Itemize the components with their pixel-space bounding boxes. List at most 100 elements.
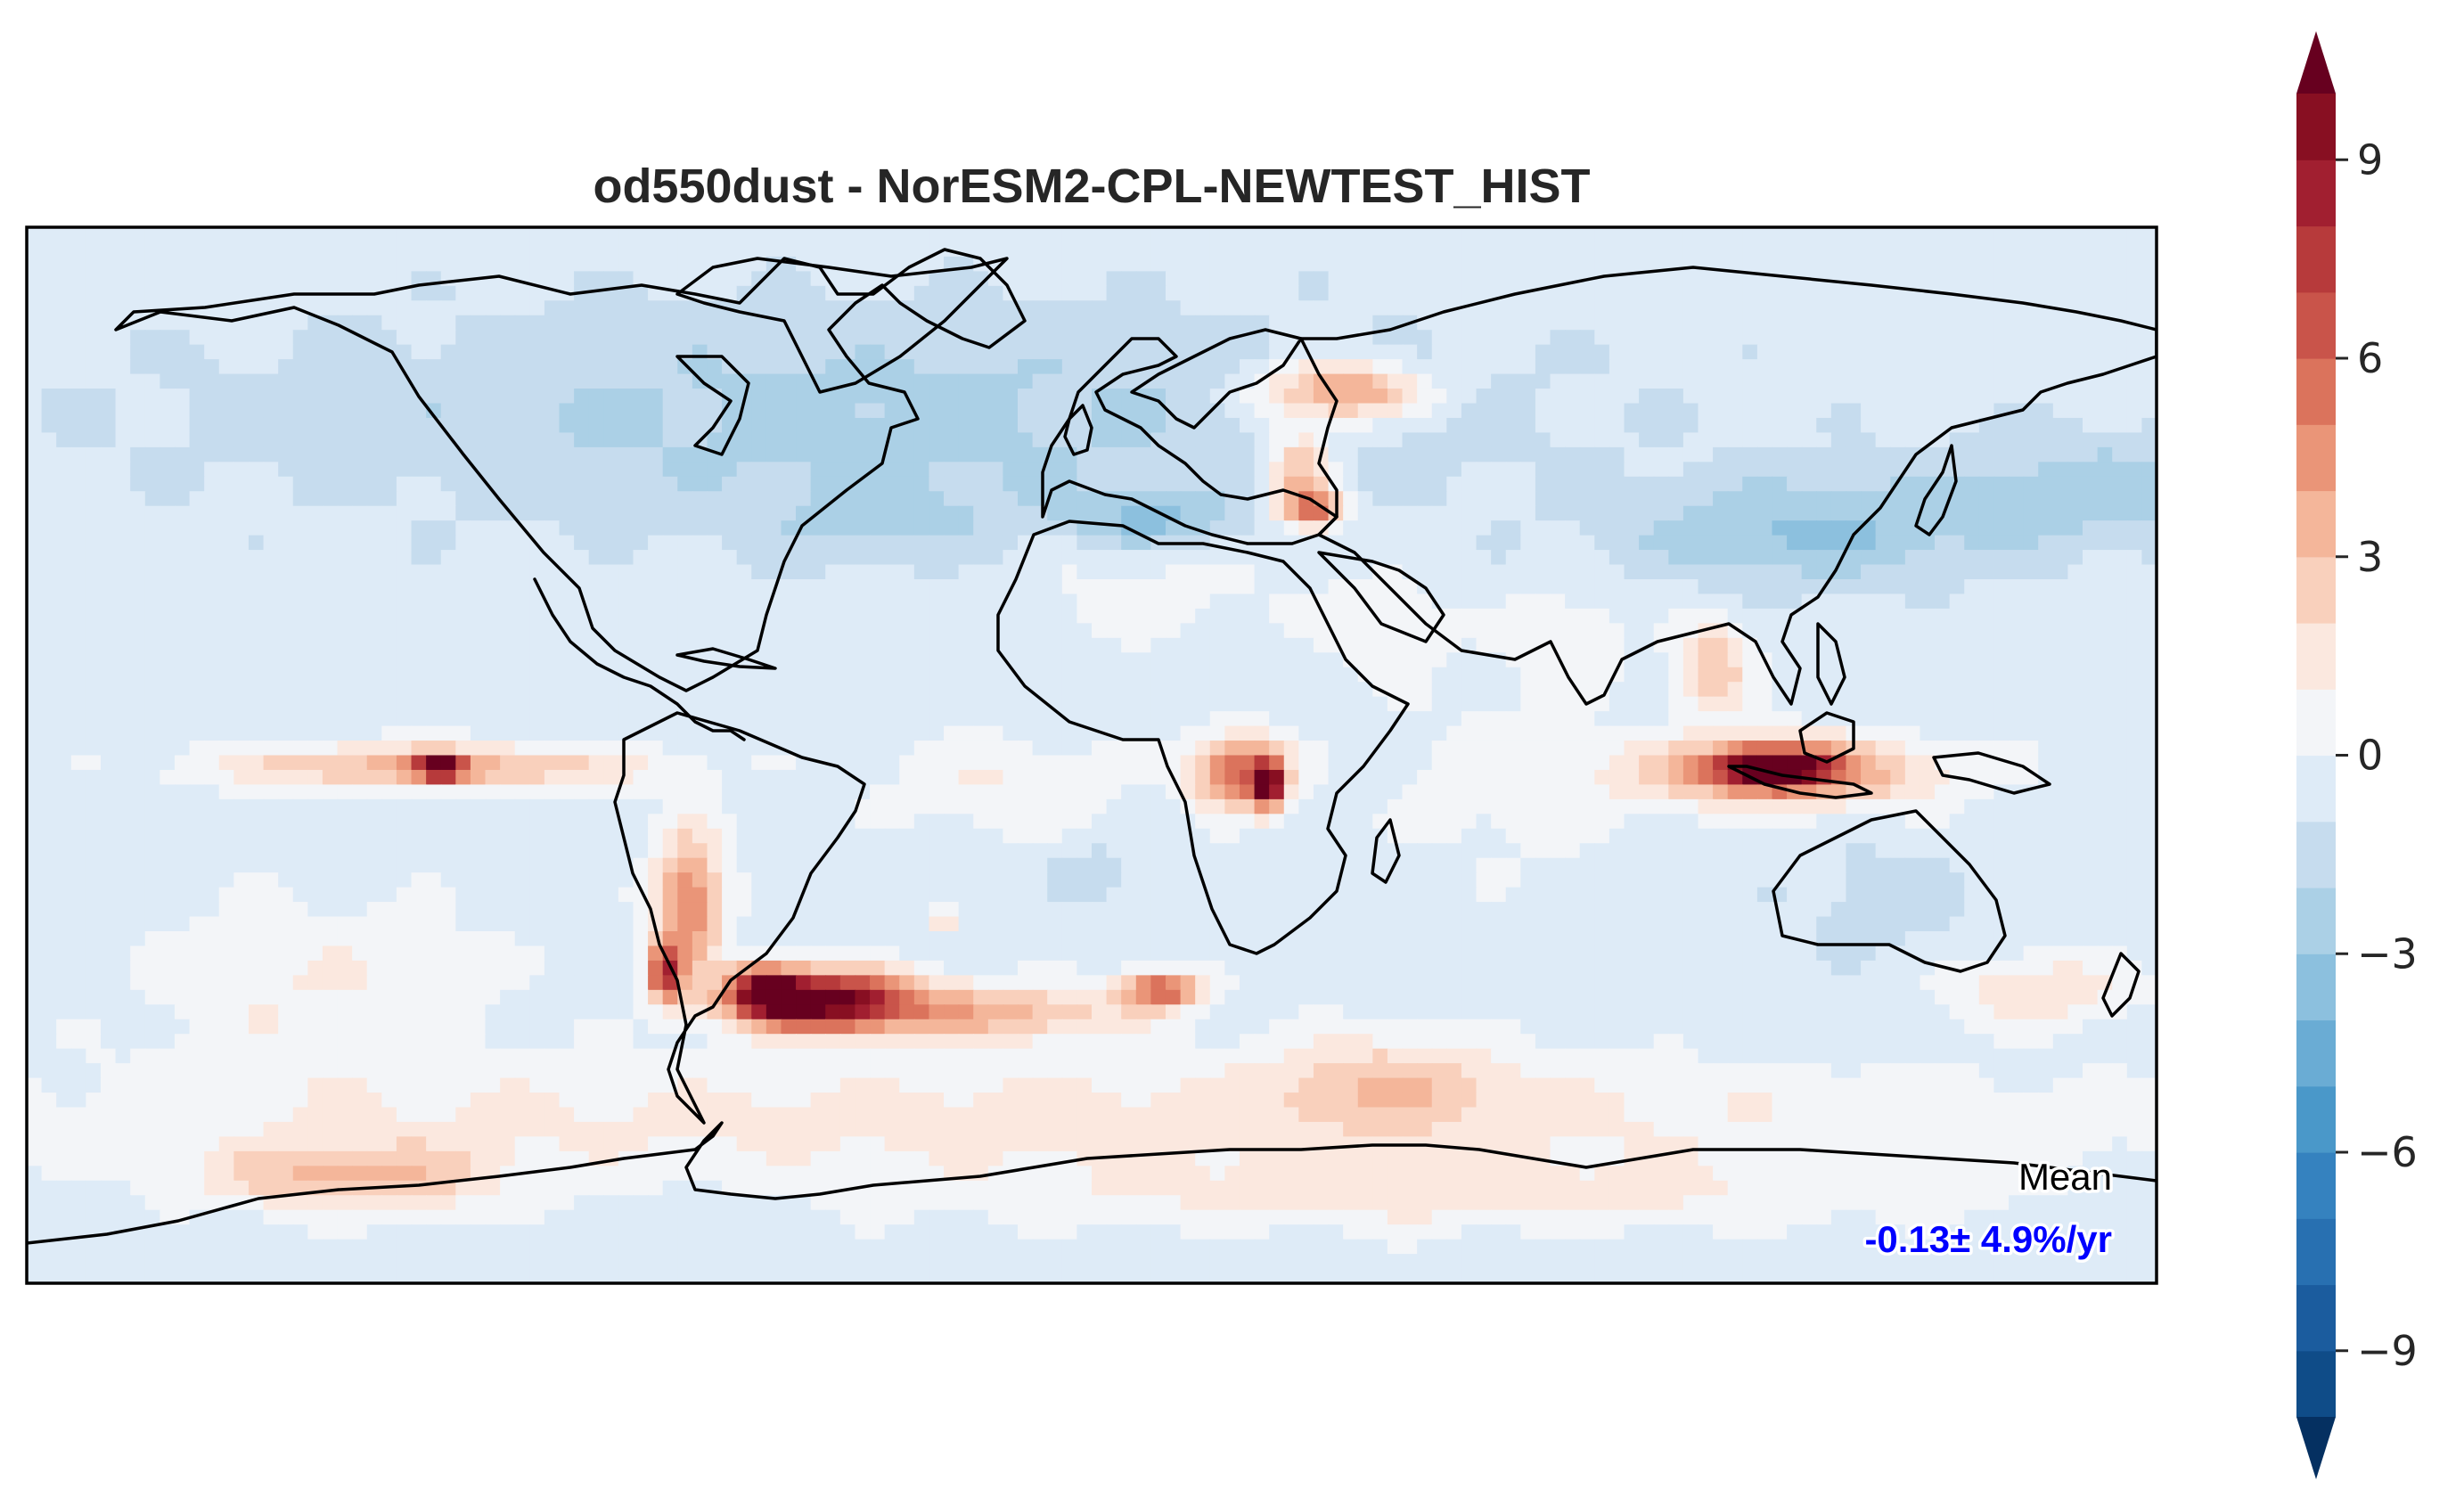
field-cell: [86, 593, 102, 610]
field-cell: [1476, 579, 1492, 595]
field-cell: [1756, 373, 1773, 389]
field-cell: [1387, 608, 1404, 625]
field-cell: [1830, 623, 1847, 639]
field-cell: [455, 593, 471, 610]
field-cell: [751, 446, 767, 463]
field-cell: [278, 359, 294, 375]
field-cell: [1846, 652, 1862, 668]
field-cell: [1092, 579, 1108, 595]
field-cell: [1372, 593, 1388, 610]
field-cell: [100, 285, 117, 302]
field-cell: [1861, 330, 1877, 346]
field-cell: [41, 505, 57, 521]
field-cell: [411, 550, 427, 566]
field-cell: [1682, 300, 1699, 316]
field-cell: [1165, 682, 1182, 698]
field-cell: [100, 227, 117, 243]
field-cell: [1298, 696, 1314, 712]
field-cell: [1224, 300, 1240, 316]
field-cell: [204, 535, 220, 551]
field-cell: [588, 227, 605, 243]
field-cell: [500, 227, 516, 243]
field-cell: [855, 550, 871, 566]
field-cell: [2083, 241, 2099, 258]
field-cell: [1993, 564, 2010, 580]
field-cell: [618, 711, 634, 727]
field-cell: [1772, 417, 1788, 434]
field-cell: [618, 432, 634, 448]
field-cell: [115, 432, 131, 448]
field-cell: [1446, 476, 1462, 493]
field-cell: [396, 315, 413, 331]
field-cell: [2023, 389, 2040, 405]
field-cell: [1313, 696, 1330, 712]
field-cell: [1372, 256, 1388, 273]
field-cell: [1269, 403, 1285, 419]
field-cell: [1313, 564, 1330, 580]
field-cell: [1653, 256, 1670, 273]
field-cell: [1639, 432, 1655, 448]
field-cell: [1076, 315, 1093, 331]
field-cell: [144, 359, 161, 375]
field-cell: [1018, 256, 1034, 273]
field-cell: [529, 682, 545, 698]
field-cell: [1875, 285, 1892, 302]
field-cell: [1964, 652, 1980, 668]
field-cell: [1431, 417, 1448, 434]
field-cell: [2141, 300, 2157, 316]
field-cell: [1609, 417, 1625, 434]
field-cell: [1949, 271, 1966, 287]
field-cell: [1417, 446, 1433, 463]
field-cell: [707, 315, 723, 331]
field-cell: [1283, 373, 1300, 389]
field-cell: [929, 682, 945, 698]
field-cell: [27, 446, 43, 463]
field-cell: [1283, 300, 1300, 316]
field-cell: [1254, 330, 1270, 346]
field-cell: [825, 359, 841, 375]
field-cell: [1713, 432, 1729, 448]
field-cell: [529, 256, 545, 273]
field-cell: [1003, 432, 1019, 448]
field-cell: [352, 579, 368, 595]
field-cell: [1003, 623, 1019, 639]
field-cell: [366, 359, 383, 375]
field-cell: [1830, 256, 1847, 273]
field-cell: [1639, 403, 1655, 419]
field-cell: [1579, 608, 1596, 625]
field-cell: [396, 256, 413, 273]
field-cell: [1609, 373, 1625, 389]
field-cell: [1150, 637, 1167, 654]
field-cell: [1269, 593, 1285, 610]
field-cell: [1431, 373, 1448, 389]
field-cell: [352, 535, 368, 551]
field-cell: [1861, 241, 1877, 258]
field-cell: [1727, 652, 1744, 668]
field-cell: [1565, 637, 1581, 654]
field-cell: [1698, 520, 1714, 536]
field-cell: [160, 505, 176, 521]
field-cell: [1417, 344, 1433, 360]
field-cell: [2097, 344, 2114, 360]
field-cell: [144, 682, 161, 698]
field-cell: [1698, 593, 1714, 610]
field-cell: [1283, 623, 1300, 639]
field-cell: [366, 491, 383, 507]
field-cell: [1727, 256, 1744, 273]
field-cell: [929, 608, 945, 625]
field-cell: [1003, 241, 1019, 258]
field-cell: [307, 491, 323, 507]
field-cell: [514, 491, 531, 507]
field-cell: [870, 446, 886, 463]
field-cell: [1121, 315, 1137, 331]
field-cell: [455, 564, 471, 580]
field-cell: [1254, 593, 1270, 610]
field-cell: [1830, 417, 1847, 434]
field-cell: [1772, 520, 1788, 536]
field-cell: [2141, 462, 2157, 478]
field-cell: [1520, 300, 1536, 316]
field-cell: [1550, 403, 1566, 419]
field-cell: [1727, 285, 1744, 302]
field-cell: [514, 417, 531, 434]
field-cell: [1150, 344, 1167, 360]
